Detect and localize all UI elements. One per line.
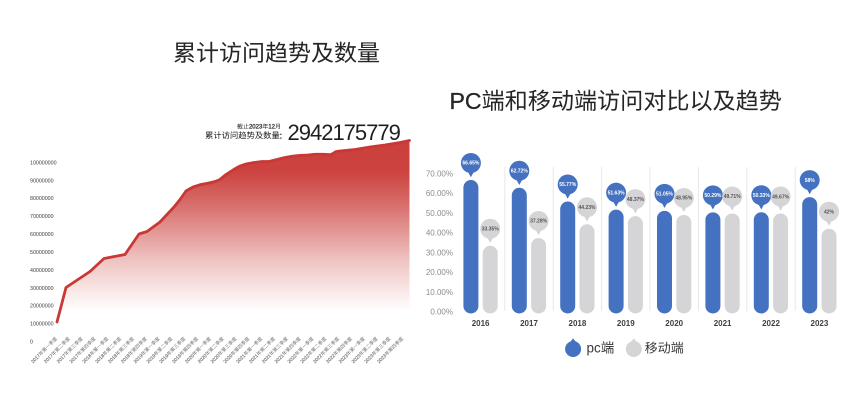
svg-text:2019: 2019 [617, 319, 635, 328]
svg-text:42%: 42% [824, 209, 835, 215]
svg-text:80000000: 80000000 [30, 196, 54, 202]
svg-text:30000000: 30000000 [30, 286, 54, 292]
svg-text:20000000: 20000000 [30, 304, 54, 310]
svg-text:33.35%: 33.35% [482, 227, 500, 233]
svg-text:2023: 2023 [249, 125, 263, 131]
svg-text:37.28%: 37.28% [530, 219, 548, 225]
svg-text:12: 12 [268, 125, 275, 131]
svg-text:44.23%: 44.23% [579, 205, 597, 211]
svg-text:50.29%: 50.29% [704, 193, 722, 199]
svg-text:51.05%: 51.05% [656, 192, 674, 198]
svg-text:70000000: 70000000 [30, 214, 54, 220]
svg-text:49.71%: 49.71% [724, 194, 742, 200]
svg-text:PC: PC [450, 88, 482, 114]
svg-text:58%: 58% [805, 178, 816, 184]
svg-text:2942175779: 2942175779 [288, 120, 401, 145]
svg-text:10000000: 10000000 [30, 322, 54, 328]
svg-text:48.95%: 48.95% [675, 196, 693, 202]
svg-text:90000000: 90000000 [30, 178, 54, 184]
svg-text:40.00%: 40.00% [426, 229, 453, 238]
svg-text:60000000: 60000000 [30, 232, 54, 238]
svg-text:48.37%: 48.37% [627, 197, 645, 203]
svg-text:20.00%: 20.00% [426, 268, 453, 277]
svg-text:10.00%: 10.00% [426, 288, 453, 297]
svg-text:70.00%: 70.00% [426, 169, 453, 178]
svg-text:50000000: 50000000 [30, 250, 54, 256]
svg-text:2017: 2017 [520, 319, 538, 328]
svg-text:2016: 2016 [472, 319, 490, 328]
svg-text:100000000: 100000000 [30, 160, 57, 166]
svg-text:2018: 2018 [569, 319, 587, 328]
svg-text:2021: 2021 [714, 319, 732, 328]
svg-text:49.67%: 49.67% [772, 194, 790, 200]
svg-text:2020: 2020 [665, 319, 683, 328]
svg-text:51.63%: 51.63% [608, 190, 626, 196]
svg-text:0: 0 [30, 340, 33, 346]
svg-text:50.00%: 50.00% [426, 209, 453, 218]
svg-text:62.72%: 62.72% [511, 168, 529, 174]
svg-text:55.77%: 55.77% [559, 182, 577, 188]
svg-text:30.00%: 30.00% [426, 248, 453, 257]
svg-text:2023: 2023 [811, 319, 829, 328]
svg-text:pc: pc [587, 341, 602, 356]
svg-text:2022: 2022 [762, 319, 780, 328]
svg-text::: : [280, 130, 282, 140]
svg-text:66.65%: 66.65% [462, 161, 480, 167]
svg-text:60.00%: 60.00% [426, 189, 453, 198]
svg-text:40000000: 40000000 [30, 268, 54, 274]
svg-text:50.33%: 50.33% [753, 193, 771, 199]
svg-text:0.00%: 0.00% [430, 308, 453, 317]
